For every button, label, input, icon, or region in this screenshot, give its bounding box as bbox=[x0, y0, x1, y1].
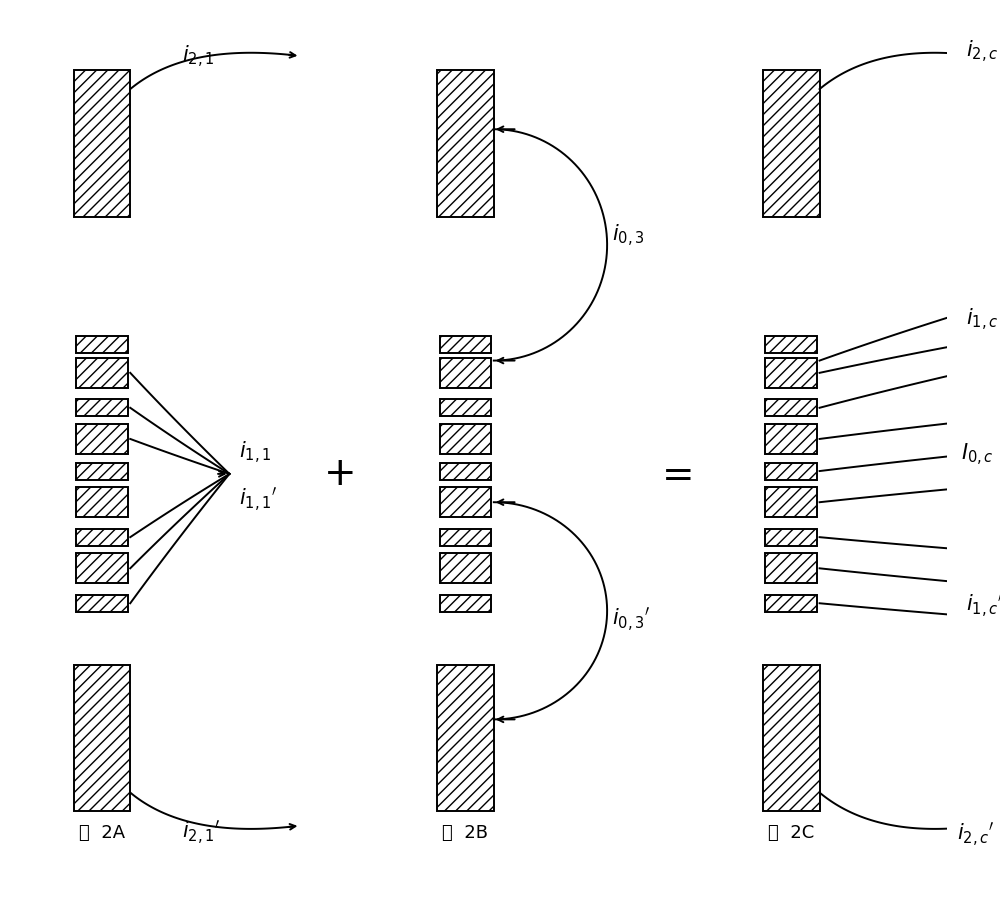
Bar bbox=[440, 529, 491, 546]
Bar bbox=[76, 336, 128, 353]
Bar bbox=[440, 358, 491, 388]
Text: $+$: $+$ bbox=[323, 455, 353, 493]
Text: $i_{2,1}{}^\prime$: $i_{2,1}{}^\prime$ bbox=[182, 819, 221, 847]
Text: $i_{2,1}$: $i_{2,1}$ bbox=[182, 44, 215, 70]
Bar bbox=[765, 424, 817, 454]
Bar bbox=[76, 487, 128, 517]
Bar bbox=[440, 595, 491, 612]
Bar bbox=[74, 70, 130, 217]
Bar bbox=[437, 665, 494, 812]
Text: $I_{0,c}$: $I_{0,c}$ bbox=[961, 442, 994, 468]
Bar bbox=[765, 462, 817, 480]
Text: $i_{2,c}{}^\prime$: $i_{2,c}{}^\prime$ bbox=[957, 821, 994, 849]
Bar bbox=[765, 553, 817, 583]
Text: $i_{0,3}{}^\prime$: $i_{0,3}{}^\prime$ bbox=[612, 606, 650, 634]
Bar bbox=[765, 399, 817, 416]
Bar bbox=[765, 595, 817, 612]
Bar bbox=[74, 665, 130, 812]
Bar bbox=[763, 70, 820, 217]
Bar bbox=[440, 487, 491, 517]
Bar bbox=[440, 424, 491, 454]
Text: $i_{1,c}{}^\prime$: $i_{1,c}{}^\prime$ bbox=[966, 592, 1000, 621]
Bar bbox=[763, 665, 820, 812]
Bar bbox=[76, 399, 128, 416]
Text: $i_{0,3}$: $i_{0,3}$ bbox=[612, 222, 644, 248]
Bar bbox=[765, 487, 817, 517]
Bar bbox=[765, 358, 817, 388]
Text: 图  2A: 图 2A bbox=[79, 824, 125, 842]
Text: $i_{2,c}$: $i_{2,c}$ bbox=[966, 39, 998, 66]
Bar bbox=[440, 553, 491, 583]
Text: $i_{1,1}$: $i_{1,1}$ bbox=[239, 440, 271, 466]
Bar bbox=[76, 529, 128, 546]
Bar bbox=[76, 462, 128, 480]
Bar bbox=[437, 70, 494, 217]
Bar bbox=[440, 462, 491, 480]
Text: $=$: $=$ bbox=[654, 455, 692, 493]
Text: $i_{1,c}$: $i_{1,c}$ bbox=[966, 307, 998, 333]
Bar bbox=[440, 399, 491, 416]
Text: 图  2B: 图 2B bbox=[442, 824, 488, 842]
Bar bbox=[76, 553, 128, 583]
Bar bbox=[76, 595, 128, 612]
Bar bbox=[765, 336, 817, 353]
Text: 图  2C: 图 2C bbox=[768, 824, 814, 842]
Text: $i_{1,1}{}^\prime$: $i_{1,1}{}^\prime$ bbox=[239, 486, 277, 514]
Bar bbox=[765, 529, 817, 546]
Bar bbox=[76, 424, 128, 454]
Bar bbox=[76, 358, 128, 388]
Bar bbox=[440, 336, 491, 353]
